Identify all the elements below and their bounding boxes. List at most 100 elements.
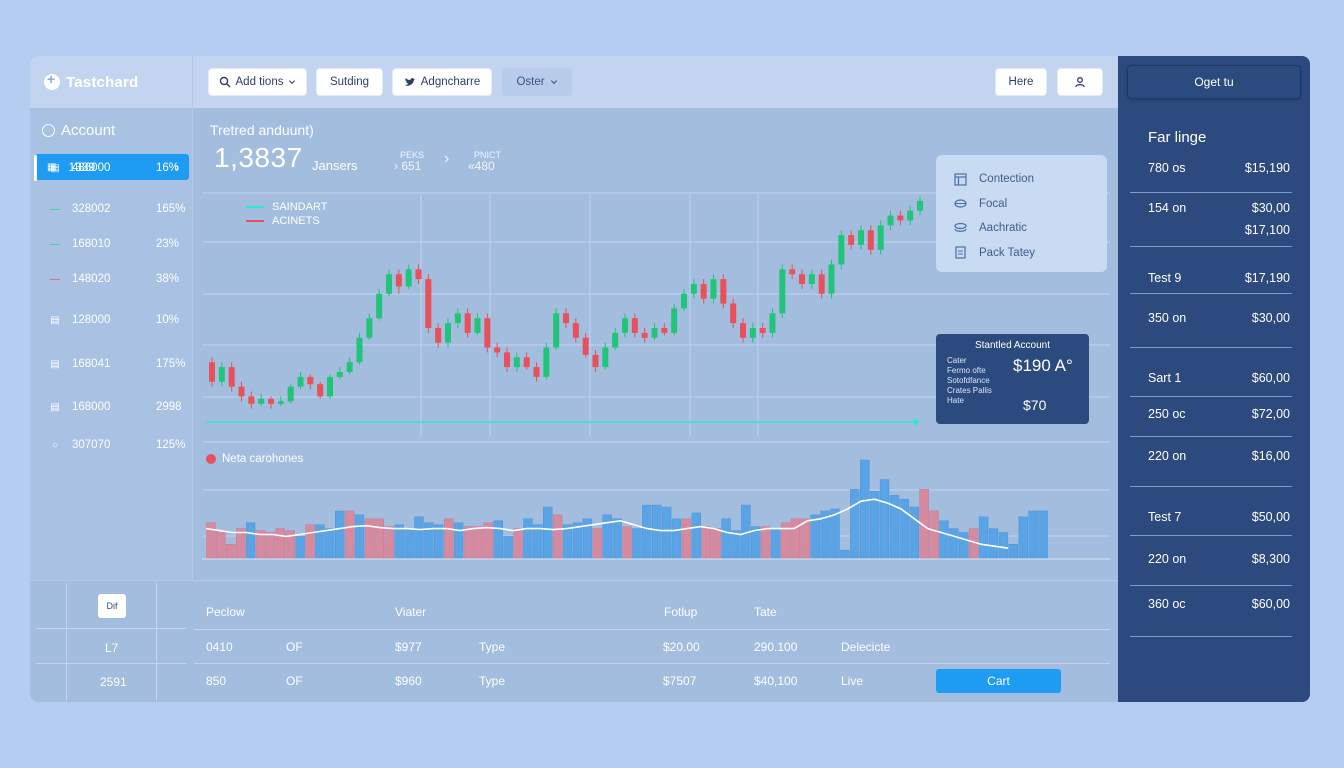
volume-bar [443, 518, 454, 559]
volume-bar [562, 524, 573, 559]
sidebar-item[interactable]: — 168010 23% [30, 234, 193, 254]
candle-body [917, 200, 923, 211]
cart-button[interactable]: Cart [936, 669, 1061, 693]
adgncharre-button[interactable]: Adgncharre [392, 68, 492, 96]
chart-title: Tretred anduunt) [210, 122, 314, 138]
candle-body [897, 215, 904, 221]
divider [1130, 347, 1292, 348]
volume-bar [483, 522, 494, 559]
table-cell: $960 [395, 674, 422, 688]
context-menu-item-pack-tatey[interactable]: Pack Tatey [954, 241, 1107, 266]
volume-bar [850, 489, 860, 559]
add-tions-dropdown[interactable]: Add tions [208, 68, 307, 96]
right-panel-row[interactable]: 360 oc $60,00 [1148, 597, 1290, 611]
candle-body [661, 328, 668, 333]
table-header-tate[interactable]: Tate [754, 605, 777, 619]
table-left-cell: 2591 [100, 675, 127, 689]
sidebar-item-value: 307070 [72, 439, 111, 451]
price-chart[interactable] [30, 56, 1118, 702]
table-cell: OF [286, 674, 303, 688]
right-panel-row-label: 154 on [1148, 201, 1187, 215]
right-panel-row[interactable]: 154 on $30,00 [1148, 201, 1290, 215]
sidebar-item[interactable]: ▤ 168000 2998 [30, 397, 193, 417]
candle-body [848, 235, 855, 245]
dif-badge[interactable]: Dif [98, 594, 126, 618]
volume-bar [206, 522, 216, 559]
candle-body [454, 313, 461, 324]
sidebar-item-value: 328002 [72, 203, 111, 215]
chevron-right-icon: › [175, 160, 179, 174]
right-panel-row[interactable]: 250 oc $72,00 [1148, 407, 1290, 421]
candle-body [740, 323, 746, 338]
right-panel-row[interactable]: 220 on $16,00 [1148, 449, 1290, 463]
table-cell: $40,100 [754, 674, 798, 688]
volume-bar [899, 498, 910, 559]
volume-bar [255, 530, 266, 559]
volume-bar [305, 524, 315, 559]
right-panel-row-value: $16,00 [1251, 449, 1290, 463]
standard-account-title: Stantled Account [974, 340, 1051, 351]
volume-bar [572, 522, 583, 559]
user-button[interactable] [1057, 68, 1103, 96]
table-header-peclow[interactable]: Peclow [206, 605, 245, 619]
stat-pnict: PNICT «480 [468, 150, 501, 172]
divider [1130, 396, 1292, 397]
sidebar-item[interactable]: — 148020 38% [30, 269, 193, 289]
sidebar-item-icon: ▤ [50, 162, 60, 174]
right-panel-row[interactable]: 220 on $8,300 [1148, 552, 1290, 566]
context-menu-label: Pack Tatey [979, 246, 1036, 259]
table-cell: Delecicte [841, 640, 891, 654]
volume-bar [275, 528, 285, 559]
bird-icon [404, 78, 416, 86]
candle-body [395, 274, 402, 287]
context-menu-item-contection[interactable]: Contection [954, 167, 1107, 192]
sidebar-item-selected[interactable]: ▦ 1339 › [35, 154, 189, 180]
volume-bar [325, 528, 335, 559]
candle-body [425, 279, 432, 328]
arrow-right-icon: › [444, 150, 450, 167]
right-panel-row-value: $60,00 [1251, 371, 1290, 385]
right-panel-row[interactable]: Test 9 $17,190 [1148, 271, 1290, 285]
sidebar-item-pct: 2998 [156, 401, 182, 413]
sidebar-item[interactable]: ▤ 486000 16% [30, 155, 193, 181]
sidebar-item-value: 148020 [72, 273, 111, 285]
oget-tu-button[interactable]: Oget tu [1127, 65, 1301, 99]
candle-body [710, 279, 717, 299]
volume-bar [265, 532, 276, 559]
sidebar-account-header[interactable]: Account [42, 122, 115, 139]
volume-bar [780, 522, 791, 559]
top-toolbar: Tastchard Add tions Sutding Adgncharre O… [30, 56, 1118, 108]
right-panel-row[interactable]: 350 on $30,00 [1148, 311, 1290, 325]
table-cell: Type [479, 674, 506, 688]
volume-bar [344, 510, 355, 559]
candle-body [494, 347, 501, 353]
legend-swatch-down [246, 220, 264, 222]
candle-body [346, 362, 353, 372]
brand[interactable]: Tastchard [30, 56, 193, 108]
chevron-down-icon [289, 80, 296, 85]
candle-body [867, 230, 874, 250]
candle-body [513, 357, 520, 368]
right-panel-row[interactable]: $17,100 [1148, 223, 1290, 237]
sidebar-item[interactable]: ▤ 128000 10% [30, 310, 193, 330]
sidebar-item-pct: 165% [156, 203, 186, 215]
volume-bar [879, 479, 890, 559]
oster-dropdown[interactable]: Oster [502, 68, 572, 96]
table-header-fotlup[interactable]: Fotlup [664, 605, 698, 619]
sidebar-item[interactable]: ○ 307070 125% [30, 435, 193, 455]
candle-body [474, 318, 481, 333]
table-header-viater[interactable]: Viater [395, 605, 427, 619]
right-panel-row[interactable]: 780 os $15,190 [1148, 161, 1290, 175]
sutding-button[interactable]: Sutding [316, 68, 383, 96]
sidebar-item[interactable]: — 328002 165% [30, 199, 193, 219]
context-menu-item-focal[interactable]: Focal [954, 192, 1107, 217]
sidebar-item-value: 168010 [72, 238, 111, 250]
right-panel-row-value: $30,00 [1251, 311, 1290, 325]
right-panel-row[interactable]: Sart 1 $60,00 [1148, 371, 1290, 385]
here-button[interactable]: Here [995, 68, 1047, 96]
sidebar-item[interactable]: ▤ 168041 175% [30, 354, 193, 374]
volume-bar [374, 518, 385, 559]
volume-bar [473, 526, 484, 559]
right-panel-row[interactable]: Test 7 $50,00 [1148, 510, 1290, 524]
context-menu-item-aachratic[interactable]: Aachratic [954, 216, 1107, 241]
